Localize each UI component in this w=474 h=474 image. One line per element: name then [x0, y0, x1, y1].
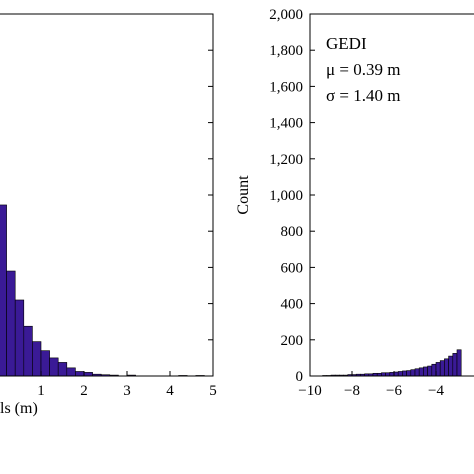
right-y-tick-label: 1,600 [269, 79, 303, 95]
left-histogram-bar [23, 325, 33, 377]
left-x-tick-label: 3 [123, 383, 131, 399]
right-histogram-bar [402, 370, 407, 377]
right-histogram-bar [410, 369, 416, 377]
left-x-tick-label: 1 [37, 383, 45, 399]
right-y-tick-label: 200 [281, 333, 304, 349]
right-x-ticks: −10 −8 −6 −4 [298, 371, 444, 399]
left-histogram-bar [0, 204, 7, 377]
right-histogram-bar [439, 360, 445, 377]
right-y-axis-label: Count [235, 175, 252, 215]
annotation-sigma: σ = 1.40 m [326, 86, 400, 105]
right-y-ticks: 0 200 400 600 800 1,000 1,200 1,400 1,600 1,800 2,… [269, 7, 315, 385]
right-histogram-bar [435, 362, 441, 377]
left-right-ticks [208, 49, 213, 341]
left-histogram-bars [0, 204, 205, 377]
right-histogram-bar [393, 371, 399, 377]
right-histogram-bar [418, 367, 424, 377]
left-histogram-bar [6, 270, 16, 377]
left-histogram-bar [66, 367, 76, 377]
right-histogram-bar [397, 371, 403, 377]
left-histogram-panel: 1 2 3 4 5 ls (m) [0, 13, 217, 417]
right-histogram-bars [322, 349, 462, 377]
right-histogram-bar [414, 368, 420, 377]
right-histogram-bar [406, 370, 412, 377]
left-x-tick-label: 5 [209, 383, 217, 399]
right-histogram-bar [427, 365, 433, 377]
right-x-tick-label: −10 [298, 383, 321, 399]
right-y-tick-label: 1,200 [269, 152, 303, 168]
right-y-tick-label: 600 [281, 260, 304, 276]
left-x-tick-label: 4 [166, 383, 174, 399]
left-histogram-bar [57, 362, 68, 377]
right-histogram-bar [423, 366, 428, 377]
left-histogram-bar [40, 350, 50, 377]
right-histogram-bar [456, 349, 462, 377]
right-histogram-bar [431, 363, 437, 377]
left-x-tick-label: 2 [80, 383, 88, 399]
annotation-mean: μ = 0.39 m [326, 60, 400, 79]
right-y-tick-label: 400 [281, 297, 304, 313]
right-histogram-panel: −10 −8 −6 −4 0 200 400 600 800 1,000 1,200 1,400 1,… [235, 7, 474, 399]
right-y-tick-label: 2,000 [269, 7, 303, 23]
left-histogram-bar [14, 299, 25, 377]
right-histogram-bar [452, 353, 458, 377]
right-y-tick-label: 1,000 [269, 188, 303, 204]
right-y-tick-label: 1,400 [269, 116, 303, 132]
left-x-axis-label: ls (m) [0, 400, 38, 417]
left-histogram-bar [75, 371, 85, 377]
left-x-ticks: 1 2 3 4 5 [37, 371, 217, 399]
left-histogram-bar [32, 341, 42, 377]
right-x-tick-label: −8 [344, 383, 360, 399]
right-x-tick-label: −6 [386, 383, 402, 399]
right-y-tick-label: 800 [281, 224, 304, 240]
left-histogram-bar [49, 357, 59, 377]
right-histogram-bar [389, 372, 395, 377]
right-y-tick-label: 0 [296, 369, 304, 385]
right-histogram-bar [448, 355, 454, 377]
right-x-tick-label: −4 [428, 383, 444, 399]
left-plot-frame [0, 13, 214, 377]
right-y-tick-label: 1,800 [269, 43, 303, 59]
left-histogram-bar [83, 372, 93, 377]
right-histogram-bar [444, 358, 449, 377]
annotation-dataset: GEDI [326, 34, 367, 53]
